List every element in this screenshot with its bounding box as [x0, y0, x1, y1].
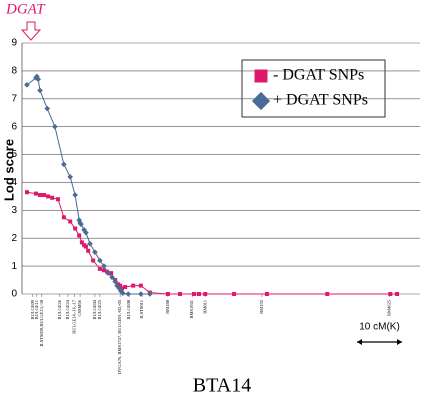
- marker-label: BM4625: [386, 299, 391, 316]
- point: [112, 278, 118, 285]
- point: [131, 283, 136, 288]
- point: [109, 274, 115, 281]
- point: [73, 226, 78, 231]
- point: [254, 69, 268, 83]
- marker-label: DVGA76, BMS1747, BULGE01,-02,-03: [117, 299, 123, 374]
- point: [325, 292, 330, 296]
- marker-label: RM011: [202, 300, 207, 314]
- marker-label: BULGE26: [57, 299, 62, 319]
- marker-label: CSSM66: [77, 299, 82, 316]
- marker-label: BULGE24: [65, 299, 70, 319]
- point: [68, 219, 73, 224]
- point: [56, 197, 61, 202]
- point: [91, 258, 96, 263]
- point: [52, 123, 58, 130]
- y-tick-label: 6: [11, 121, 17, 132]
- scale-label: 10 cM(K): [359, 322, 400, 333]
- marker-label: BULGE04: [92, 299, 97, 319]
- dgat-arrow: [20, 21, 42, 41]
- point: [232, 292, 237, 296]
- scale-arrowhead: [357, 339, 403, 345]
- point: [38, 192, 43, 197]
- point: [86, 248, 91, 253]
- point: [83, 229, 89, 236]
- point: [61, 161, 67, 168]
- point: [165, 292, 170, 296]
- marker-label: RM192: [259, 300, 264, 314]
- marker-label: BULGE08: [126, 299, 131, 319]
- marker-label: ILSTS011: [139, 300, 144, 319]
- marker-label: BULGE14,-16,-17: [71, 299, 77, 333]
- point: [79, 240, 84, 245]
- marker-label: ILSTS039,BULGE13,-30: [39, 299, 45, 346]
- point: [78, 221, 84, 228]
- point: [123, 285, 128, 290]
- marker-label: RM180: [165, 299, 170, 314]
- y-tick-label: 1: [11, 261, 17, 272]
- point: [105, 270, 111, 276]
- point: [44, 105, 51, 112]
- point: [120, 290, 126, 296]
- point: [138, 283, 143, 288]
- point: [77, 233, 82, 238]
- point: [251, 91, 271, 111]
- point: [125, 291, 132, 297]
- point: [101, 263, 107, 269]
- point: [395, 292, 400, 296]
- y-tick-label: 8: [11, 66, 17, 77]
- point: [92, 249, 98, 255]
- marker-label: BULGE25: [97, 299, 102, 319]
- point: [264, 292, 269, 296]
- x-axis-label: BTA14: [193, 375, 251, 397]
- dgat-annotation: DGAT: [5, 1, 46, 17]
- point: [33, 191, 38, 196]
- point: [46, 194, 51, 199]
- point: [196, 292, 201, 296]
- y-tick-label: 2: [11, 233, 17, 244]
- marker-label: BULGE09: [30, 299, 35, 319]
- y-tick-label: 3: [11, 205, 17, 216]
- point: [37, 87, 43, 94]
- point: [72, 192, 78, 198]
- marker-label: BMS1941: [189, 300, 194, 319]
- point: [24, 82, 30, 88]
- point: [97, 266, 102, 271]
- point: [147, 291, 153, 297]
- point: [191, 292, 196, 296]
- point: [61, 215, 66, 220]
- point: [178, 292, 183, 296]
- marker-label: BULGE11: [34, 300, 39, 319]
- point: [116, 285, 123, 292]
- y-tick-label: 0: [11, 289, 17, 300]
- point: [42, 192, 47, 197]
- point: [101, 268, 106, 273]
- point: [67, 174, 73, 180]
- y-axis-label: Lod score: [1, 139, 16, 201]
- point: [83, 244, 88, 249]
- point: [87, 241, 93, 247]
- point: [138, 291, 144, 297]
- y-tick-label: 4: [11, 177, 17, 188]
- point: [97, 257, 103, 264]
- legend-label: + DGAT SNPs: [273, 92, 368, 109]
- point: [24, 190, 29, 195]
- y-tick-label: 7: [11, 93, 17, 104]
- point: [109, 271, 114, 276]
- y-tick-label: 5: [11, 149, 17, 160]
- point: [388, 292, 393, 296]
- y-tick-label: 9: [11, 38, 17, 49]
- point: [118, 283, 123, 288]
- legend-label: - DGAT SNPs: [273, 67, 364, 84]
- point: [203, 292, 208, 296]
- point: [50, 195, 55, 200]
- point: [35, 76, 42, 83]
